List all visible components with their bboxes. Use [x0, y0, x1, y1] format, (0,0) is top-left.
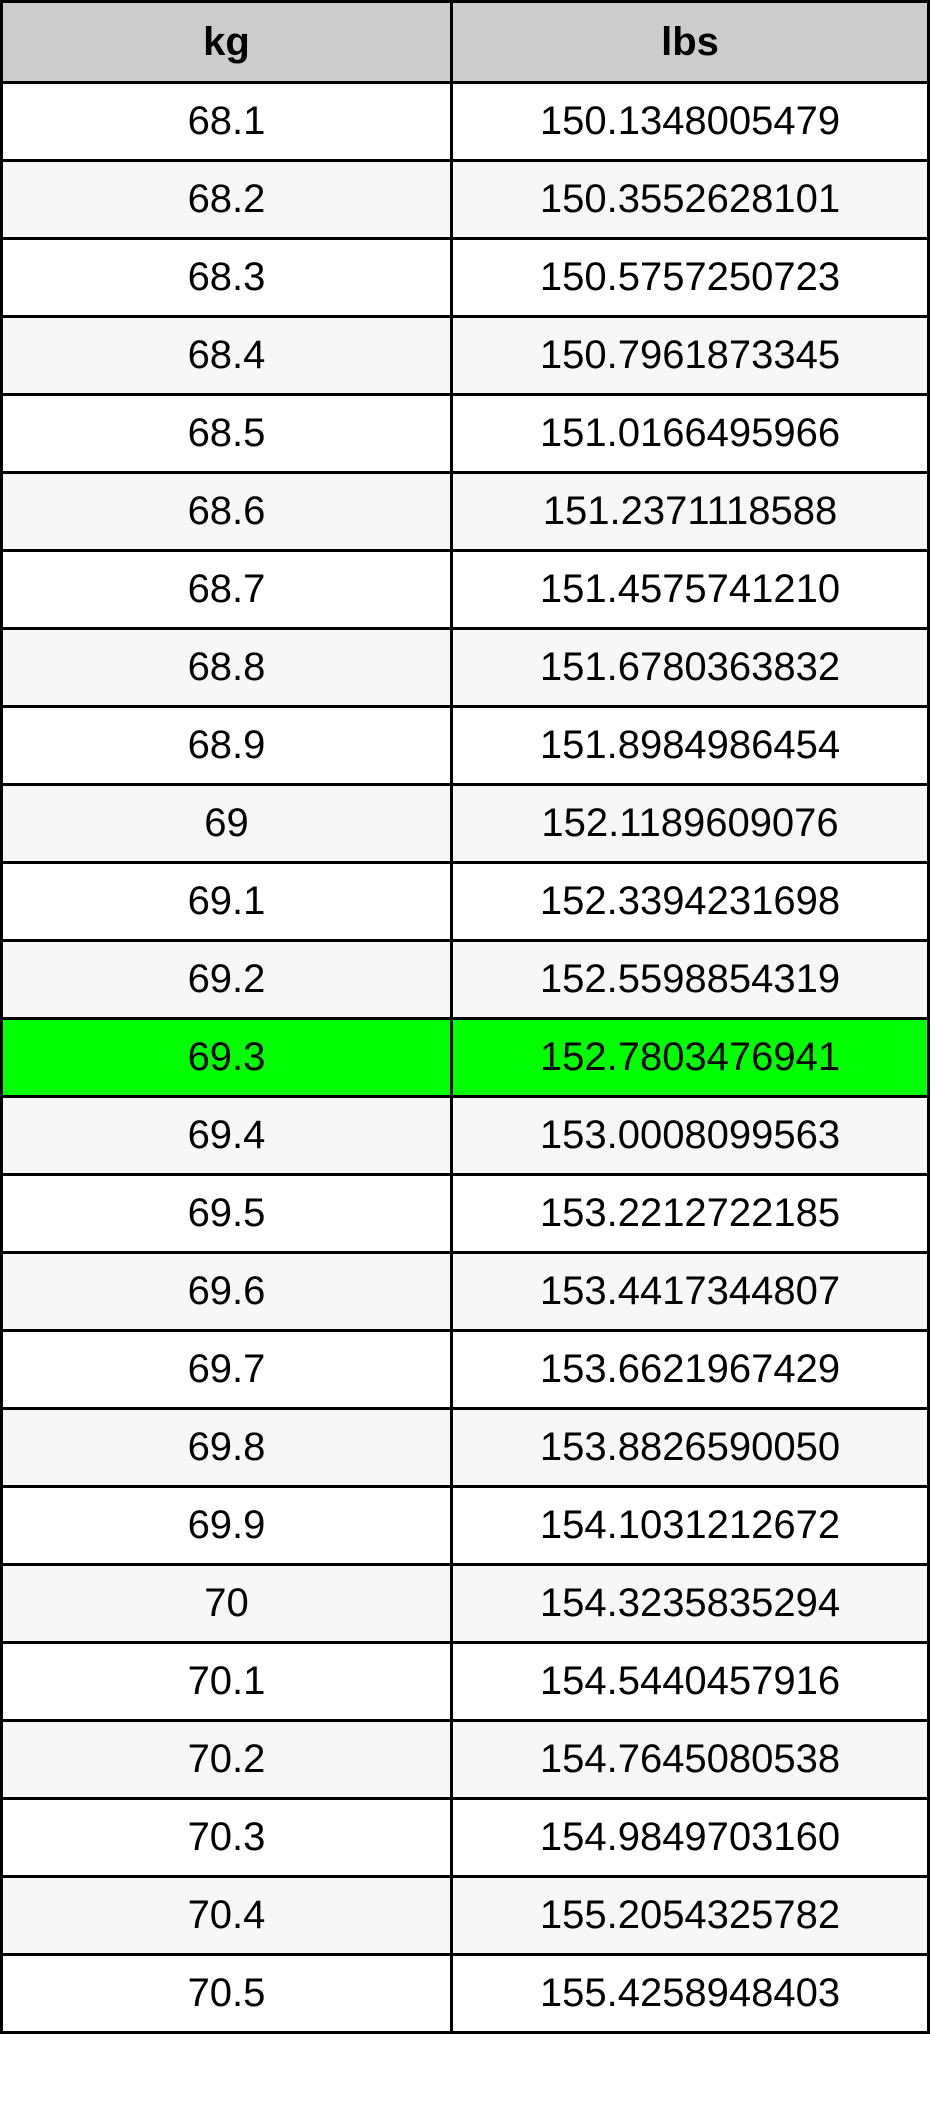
cell-lbs: 153.4417344807: [450, 1251, 930, 1332]
table-row: 68.2 150.3552628101: [0, 159, 930, 240]
cell-lbs: 155.2054325782: [450, 1875, 930, 1956]
cell-kg: 68.1: [0, 81, 453, 162]
cell-kg: 70.4: [0, 1875, 453, 1956]
cell-kg: 70.5: [0, 1953, 453, 2034]
table-row: 68.3 150.5757250723: [0, 237, 930, 318]
cell-lbs: 150.5757250723: [450, 237, 930, 318]
cell-kg: 69.1: [0, 861, 453, 942]
cell-lbs: 155.4258948403: [450, 1953, 930, 2034]
table-row: 70.1 154.5440457916: [0, 1641, 930, 1722]
table-row: 69.5 153.2212722185: [0, 1173, 930, 1254]
cell-kg: 69.5: [0, 1173, 453, 1254]
cell-lbs: 151.0166495966: [450, 393, 930, 474]
table-row: 69.1 152.3394231698: [0, 861, 930, 942]
header-row: kg lbs: [0, 0, 930, 84]
cell-lbs: 152.1189609076: [450, 783, 930, 864]
table-row: 68.6 151.2371118588: [0, 471, 930, 552]
header-kg: kg: [0, 0, 453, 84]
cell-lbs: 153.2212722185: [450, 1173, 930, 1254]
cell-kg: 69.4: [0, 1095, 453, 1176]
table-row: 70.4 155.2054325782: [0, 1875, 930, 1956]
cell-kg: 69.6: [0, 1251, 453, 1332]
table-row: 69.4 153.0008099563: [0, 1095, 930, 1176]
cell-lbs: 152.5598854319: [450, 939, 930, 1020]
table-row: 69.8 153.8826590050: [0, 1407, 930, 1488]
cell-lbs: 153.6621967429: [450, 1329, 930, 1410]
cell-kg: 70.3: [0, 1797, 453, 1878]
table-row: 68.9 151.8984986454: [0, 705, 930, 786]
cell-kg: 69.2: [0, 939, 453, 1020]
table-row: 69.7 153.6621967429: [0, 1329, 930, 1410]
table-row: 70 154.3235835294: [0, 1563, 930, 1644]
cell-kg: 70: [0, 1563, 453, 1644]
cell-kg: 69.3: [0, 1017, 453, 1098]
table-row: 69 152.1189609076: [0, 783, 930, 864]
table-row: 69.6 153.4417344807: [0, 1251, 930, 1332]
cell-lbs: 154.1031212672: [450, 1485, 930, 1566]
cell-lbs: 151.2371118588: [450, 471, 930, 552]
table-row: 68.5 151.0166495966: [0, 393, 930, 474]
cell-lbs: 154.3235835294: [450, 1563, 930, 1644]
table-row: 70.2 154.7645080538: [0, 1719, 930, 1800]
cell-kg: 68.9: [0, 705, 453, 786]
cell-kg: 68.3: [0, 237, 453, 318]
cell-kg: 69.7: [0, 1329, 453, 1410]
cell-lbs: 151.8984986454: [450, 705, 930, 786]
cell-lbs: 150.7961873345: [450, 315, 930, 396]
cell-lbs: 152.3394231698: [450, 861, 930, 942]
cell-lbs: 154.7645080538: [450, 1719, 930, 1800]
table-row: 68.8 151.6780363832: [0, 627, 930, 708]
cell-kg: 69.9: [0, 1485, 453, 1566]
cell-lbs: 151.6780363832: [450, 627, 930, 708]
conversion-table: kg lbs 68.1 150.1348005479 68.2 150.3552628…: [0, 0, 930, 2034]
cell-lbs: 151.4575741210: [450, 549, 930, 630]
cell-lbs: 152.7803476941: [450, 1017, 930, 1098]
table-row-highlighted: 69.3 152.7803476941: [0, 1017, 930, 1098]
cell-kg: 68.2: [0, 159, 453, 240]
cell-lbs: 153.0008099563: [450, 1095, 930, 1176]
cell-kg: 70.1: [0, 1641, 453, 1722]
cell-kg: 68.4: [0, 315, 453, 396]
header-lbs: lbs: [450, 0, 930, 84]
cell-lbs: 154.9849703160: [450, 1797, 930, 1878]
cell-lbs: 153.8826590050: [450, 1407, 930, 1488]
cell-kg: 68.7: [0, 549, 453, 630]
cell-kg: 69: [0, 783, 453, 864]
cell-kg: 68.8: [0, 627, 453, 708]
table-row: 70.3 154.9849703160: [0, 1797, 930, 1878]
table-row: 70.5 155.4258948403: [0, 1953, 930, 2034]
cell-kg: 68.5: [0, 393, 453, 474]
cell-kg: 68.6: [0, 471, 453, 552]
table-row: 68.4 150.7961873345: [0, 315, 930, 396]
table-row: 69.2 152.5598854319: [0, 939, 930, 1020]
cell-lbs: 154.5440457916: [450, 1641, 930, 1722]
cell-lbs: 150.1348005479: [450, 81, 930, 162]
table-row: 68.7 151.4575741210: [0, 549, 930, 630]
cell-kg: 69.8: [0, 1407, 453, 1488]
table-row: 68.1 150.1348005479: [0, 81, 930, 162]
cell-lbs: 150.3552628101: [450, 159, 930, 240]
table-row: 69.9 154.1031212672: [0, 1485, 930, 1566]
cell-kg: 70.2: [0, 1719, 453, 1800]
